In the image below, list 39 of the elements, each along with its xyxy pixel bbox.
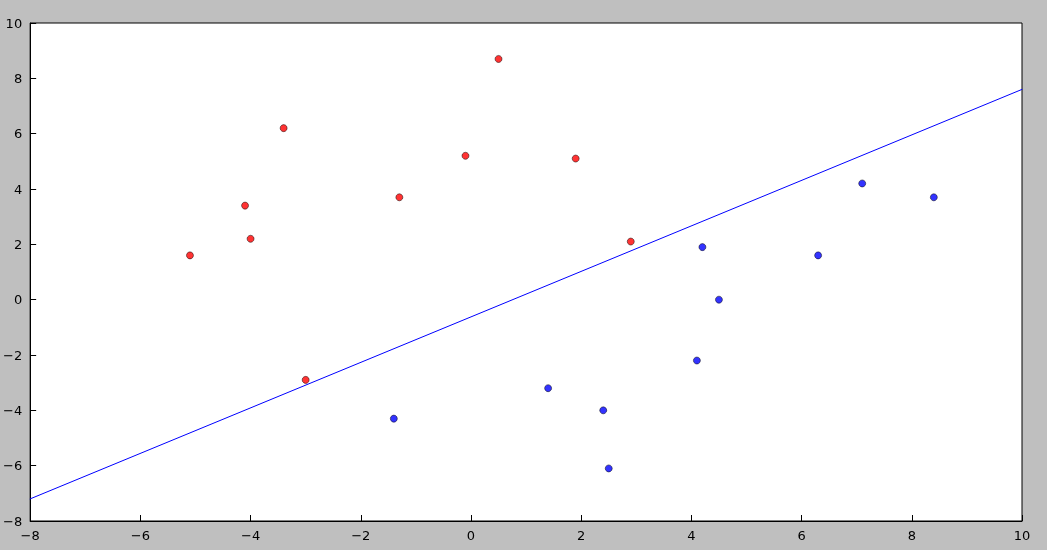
y-tick-label: 6 xyxy=(13,126,23,142)
point xyxy=(814,251,822,260)
point xyxy=(461,152,470,160)
point xyxy=(544,384,552,392)
point xyxy=(186,251,194,260)
x-tick-label: 0 xyxy=(466,528,476,543)
point xyxy=(930,193,938,202)
y-tick-label: 8 xyxy=(13,70,23,86)
point xyxy=(599,406,608,415)
x-tick-label: −4 xyxy=(240,528,261,543)
point xyxy=(604,464,613,473)
x-tick-label: −6 xyxy=(130,528,150,543)
y-tick-label: 2 xyxy=(13,236,23,252)
x-tick-label: 10 xyxy=(1013,528,1031,543)
x-tick-label: 6 xyxy=(797,528,806,543)
point xyxy=(693,356,701,365)
y-tick-label: −2 xyxy=(2,347,23,363)
x-tick-label: 4 xyxy=(687,528,696,543)
point xyxy=(858,179,866,188)
point xyxy=(715,295,723,304)
y-tick-label: 4 xyxy=(13,181,23,197)
point xyxy=(246,235,255,243)
point xyxy=(395,193,404,202)
x-tick-label: 2 xyxy=(577,528,586,543)
point xyxy=(571,154,580,163)
y-tick-label: −8 xyxy=(2,513,23,529)
y-tick-label: −4 xyxy=(2,402,23,418)
point xyxy=(494,55,503,63)
y-tick-label: −6 xyxy=(2,458,23,474)
point xyxy=(241,201,249,210)
point xyxy=(390,414,398,423)
x-tick-label: −2 xyxy=(351,528,371,543)
point xyxy=(698,243,707,251)
y-tick-label: 10 xyxy=(5,15,23,31)
point xyxy=(279,124,288,132)
point xyxy=(626,237,635,246)
x-tick-label: 8 xyxy=(907,528,916,543)
y-tick-label: 0 xyxy=(13,292,23,308)
point xyxy=(301,376,310,384)
